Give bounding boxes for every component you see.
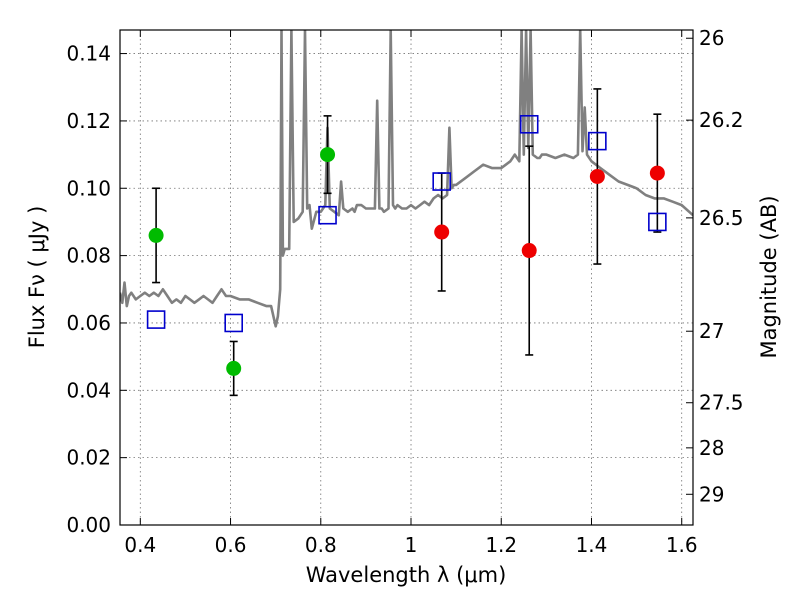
- x-tick-label: 1.6: [666, 533, 698, 557]
- y-axis-ticks: 0.00 0.02 0.04 0.06 0.08 0.10 0.12 0.14: [66, 42, 127, 537]
- y-tick-label: 0.02: [66, 446, 111, 470]
- y-tick-label: 0.12: [66, 109, 111, 133]
- x-tick-label: 1.4: [576, 533, 608, 557]
- plot-frame: [119, 29, 694, 526]
- mag-tick-label: 26.5: [699, 206, 744, 230]
- x-tick-label: 0.8: [305, 533, 337, 557]
- y-tick-label: 0.08: [66, 244, 111, 268]
- x-axis-label: Wavelength λ (μm): [306, 563, 507, 587]
- model-photometry-point: [519, 114, 539, 134]
- model-photometry-point: [318, 205, 337, 225]
- mag-tick-label: 27: [699, 319, 724, 343]
- observed-point: [320, 147, 336, 163]
- spectrum-line: [120, 30, 693, 328]
- model-photometry-point: [588, 131, 607, 151]
- y2-axis-label: Magnitude (AB): [757, 195, 781, 358]
- spectrum-layer: [120, 30, 693, 328]
- mag-tick-label: 26.2: [699, 108, 744, 132]
- magnitude-axis-ticks: 26 26.2 26.5 27 27.5 28 29: [686, 26, 744, 506]
- observed-point: [649, 165, 665, 181]
- observed-point: [226, 360, 242, 376]
- x-tick-label: 0.6: [215, 533, 247, 557]
- mag-tick-label: 28: [699, 436, 724, 460]
- mag-tick-label: 27.5: [699, 391, 744, 415]
- y-axis-label: Flux Fν ( μJy ): [25, 206, 49, 349]
- observed-point: [434, 224, 450, 240]
- y-tick-label: 0.06: [66, 311, 111, 335]
- observed-point: [148, 227, 164, 243]
- y-tick-label: 0.10: [66, 176, 111, 200]
- plot-background: [120, 30, 693, 525]
- mag-tick-label: 26: [699, 26, 724, 50]
- x-tick-label: 0.4: [124, 533, 156, 557]
- y-tick-label: 0.14: [66, 42, 111, 66]
- observed-point: [521, 243, 537, 259]
- model-photometry-point: [146, 310, 166, 329]
- model-photometry-point: [648, 212, 667, 232]
- y-tick-label: 0.00: [66, 513, 111, 537]
- x-tick-label: 1.2: [485, 533, 517, 557]
- observed-point: [589, 168, 605, 184]
- x-axis-ticks: 0.4 0.6 0.8 1 1.2 1.4 1.6: [124, 30, 698, 557]
- model-photometry-point: [224, 313, 243, 333]
- model-photometry-point: [432, 172, 451, 191]
- x-tick-label: 1: [405, 533, 418, 557]
- y-tick-label: 0.04: [66, 378, 111, 402]
- marker-layer: [146, 88, 667, 397]
- mag-tick-label: 29: [699, 482, 724, 506]
